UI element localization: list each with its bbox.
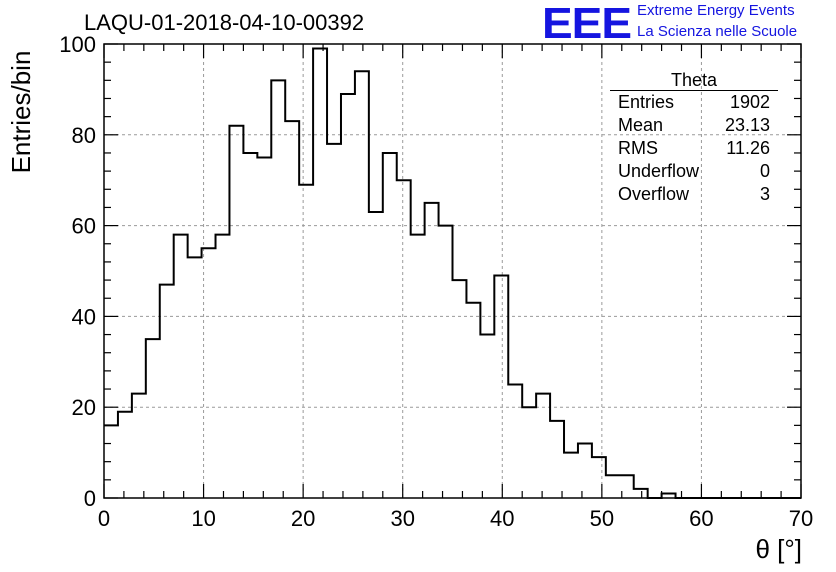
- stats-box: Theta Entries 1902 Mean 23.13 RMS 11.26 …: [610, 70, 778, 206]
- stats-label: Underflow: [618, 161, 700, 181]
- histogram-bin: [494, 276, 508, 498]
- x-tick-label: 60: [689, 506, 713, 531]
- histogram-layer: [104, 47, 801, 499]
- y-tick-label: 40: [72, 304, 96, 329]
- y-tick-label: 0: [84, 486, 96, 511]
- y-tick-label: 80: [72, 123, 96, 148]
- histogram-bin: [202, 248, 216, 498]
- histogram-bin: [341, 94, 355, 498]
- x-tick-label: 30: [390, 506, 414, 531]
- histogram-bin: [592, 457, 606, 498]
- histogram-bin: [522, 407, 536, 498]
- stats-label: Overflow: [618, 184, 690, 204]
- stats-label: Mean: [618, 115, 664, 135]
- histogram-bin: [564, 453, 578, 498]
- histogram-outline: [104, 47, 801, 499]
- stats-row-rms: RMS 11.26: [610, 137, 778, 160]
- histogram-bin: [299, 185, 313, 498]
- logo-line-1: Extreme Energy Events: [637, 2, 795, 19]
- histogram-bin: [160, 285, 174, 498]
- stats-row-overflow: Overflow 3: [610, 183, 778, 206]
- plot-frame: [103, 43, 802, 499]
- x-tick-label: 10: [191, 506, 215, 531]
- histogram-bin: [508, 385, 522, 499]
- histogram-bin: [439, 226, 453, 498]
- stats-row-mean: Mean 23.13: [610, 114, 778, 137]
- x-tick-label: 0: [98, 506, 110, 531]
- histogram-bin: [327, 144, 341, 498]
- histogram-bin: [578, 444, 592, 498]
- histogram-bin: [271, 80, 285, 498]
- logo-line-2: La Scienza nelle Scuole: [637, 23, 798, 40]
- chart-title: LAQU-01-2018-04-10-00392: [84, 10, 365, 35]
- stats-row-underflow: Underflow 0: [610, 160, 778, 183]
- histogram-bin: [188, 257, 202, 498]
- y-tick-label: 20: [72, 395, 96, 420]
- histogram-bin: [606, 475, 620, 498]
- y-tick-label: 100: [59, 32, 96, 57]
- histogram-bin: [383, 153, 397, 498]
- stats-value: 3: [759, 184, 770, 204]
- eee-logo: EEE: [542, 0, 632, 48]
- histogram-bin: [229, 126, 243, 498]
- grid-layer: [104, 44, 801, 498]
- histogram-bin: [453, 280, 467, 498]
- stats-value: 11.26: [726, 138, 770, 158]
- histogram-bin: [536, 394, 550, 498]
- histogram-bin: [466, 303, 480, 498]
- histogram-bin: [411, 235, 425, 498]
- stats-label: RMS: [618, 138, 658, 158]
- histogram-bin: [132, 394, 146, 498]
- histogram-bin: [285, 121, 299, 498]
- histogram-bin: [257, 158, 271, 499]
- histogram-bin: [369, 212, 383, 498]
- x-axis-label: θ [°]: [755, 534, 802, 564]
- x-tick-label: 50: [590, 506, 614, 531]
- stats-row-entries: Entries 1902: [610, 91, 778, 114]
- x-tick-label: 20: [291, 506, 315, 531]
- histogram-bin: [355, 71, 369, 498]
- x-tick-label: 70: [789, 506, 813, 531]
- histogram-bin: [216, 235, 230, 498]
- histogram-bin: [550, 421, 564, 498]
- histogram-bin: [425, 203, 439, 498]
- stats-title: Theta: [610, 70, 778, 91]
- histogram-bin: [243, 153, 257, 498]
- y-tick-label: 60: [72, 214, 96, 239]
- stats-label: Entries: [618, 92, 675, 112]
- stats-value: 0: [759, 161, 770, 181]
- stats-value: 1902: [729, 92, 770, 112]
- histogram-bin: [313, 49, 327, 498]
- x-tick-label: 40: [490, 506, 514, 531]
- histogram-bin: [174, 235, 188, 498]
- y-axis-label: Entries/bin: [6, 51, 36, 174]
- histogram-bin: [397, 180, 411, 498]
- histogram-bin: [480, 335, 494, 498]
- histogram-bin: [118, 412, 132, 498]
- histogram-bin: [146, 339, 160, 498]
- stats-value: 23.13: [724, 115, 770, 135]
- histogram-bin: [634, 489, 648, 498]
